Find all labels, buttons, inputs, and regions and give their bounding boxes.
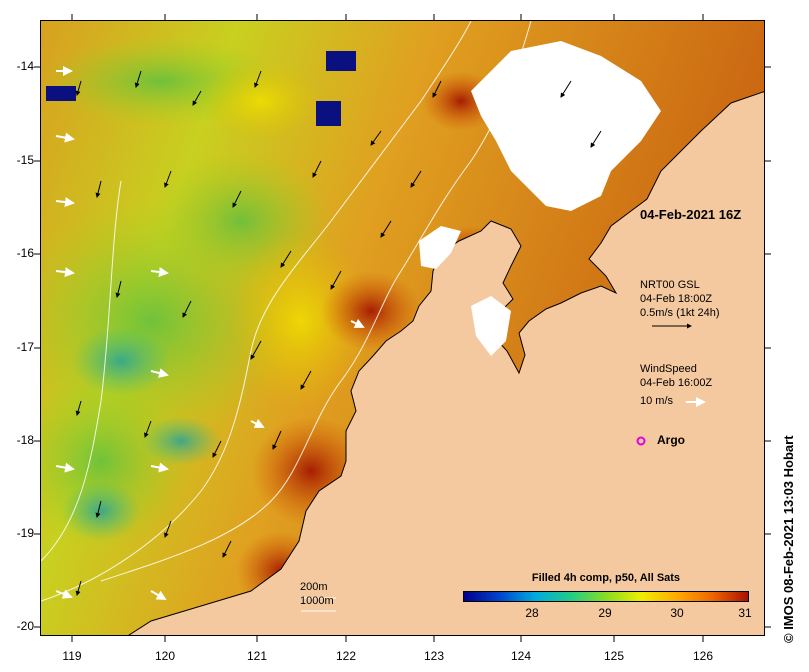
x-tick-label: 121 bbox=[246, 649, 268, 663]
cloud-mask-2 bbox=[419, 226, 461, 269]
wind-title: WindSpeed bbox=[640, 363, 697, 375]
current-title: NRT00 GSL bbox=[640, 279, 700, 291]
y-tick-label: -16 bbox=[16, 246, 34, 260]
y-tick-label: -19 bbox=[16, 526, 34, 540]
bathymetry-contours bbox=[41, 21, 532, 602]
current-time: 04-Feb 18:00Z bbox=[640, 293, 713, 305]
colorbar-label: 30 bbox=[670, 606, 684, 620]
credit-text: © IMOS 08-Feb-2021 13:03 Hobart bbox=[781, 435, 796, 643]
y-tick-label: -18 bbox=[16, 433, 34, 447]
wind-time: 04-Feb 16:00Z bbox=[640, 377, 713, 389]
x-tick-label: 124 bbox=[510, 649, 532, 663]
y-tick-label: -15 bbox=[16, 153, 34, 167]
x-tick-label: 120 bbox=[154, 649, 176, 663]
y-tick-label: -14 bbox=[16, 59, 34, 73]
colorbar-label: 29 bbox=[598, 606, 612, 620]
land-mass bbox=[128, 91, 764, 635]
x-tick-label: 122 bbox=[335, 649, 357, 663]
colorbar-label: 28 bbox=[525, 606, 539, 620]
y-tick-label: -17 bbox=[16, 340, 34, 354]
argo-symbol bbox=[636, 436, 646, 446]
x-tick-label: 125 bbox=[603, 649, 625, 663]
argo-label: Argo bbox=[657, 433, 685, 447]
sst-map-canvas bbox=[41, 21, 764, 635]
cloud-mask-3 bbox=[471, 296, 511, 356]
colorbar-title: Filled 4h comp, p50, All Sats bbox=[531, 572, 681, 584]
current-vectors bbox=[75, 70, 602, 596]
sst-map bbox=[40, 20, 765, 636]
x-tick-label: 123 bbox=[423, 649, 445, 663]
x-tick-label: 126 bbox=[692, 649, 714, 663]
wind-vectors bbox=[55, 66, 365, 600]
current-scale-label: 0.5m/s (1kt 24h) bbox=[640, 307, 720, 319]
cloud-mask bbox=[471, 41, 661, 211]
colorbar-label: 31 bbox=[738, 606, 752, 620]
contour-1000-label: 1000m bbox=[300, 595, 334, 607]
x-tick-label: 119 bbox=[62, 649, 82, 663]
wind-scale-label: 10 m/s bbox=[640, 395, 674, 407]
date-label: 04-Feb-2021 16Z bbox=[640, 207, 742, 222]
colorbar bbox=[463, 591, 749, 602]
y-tick-label: -20 bbox=[16, 619, 34, 633]
contour-200-label: 200m bbox=[300, 581, 328, 593]
